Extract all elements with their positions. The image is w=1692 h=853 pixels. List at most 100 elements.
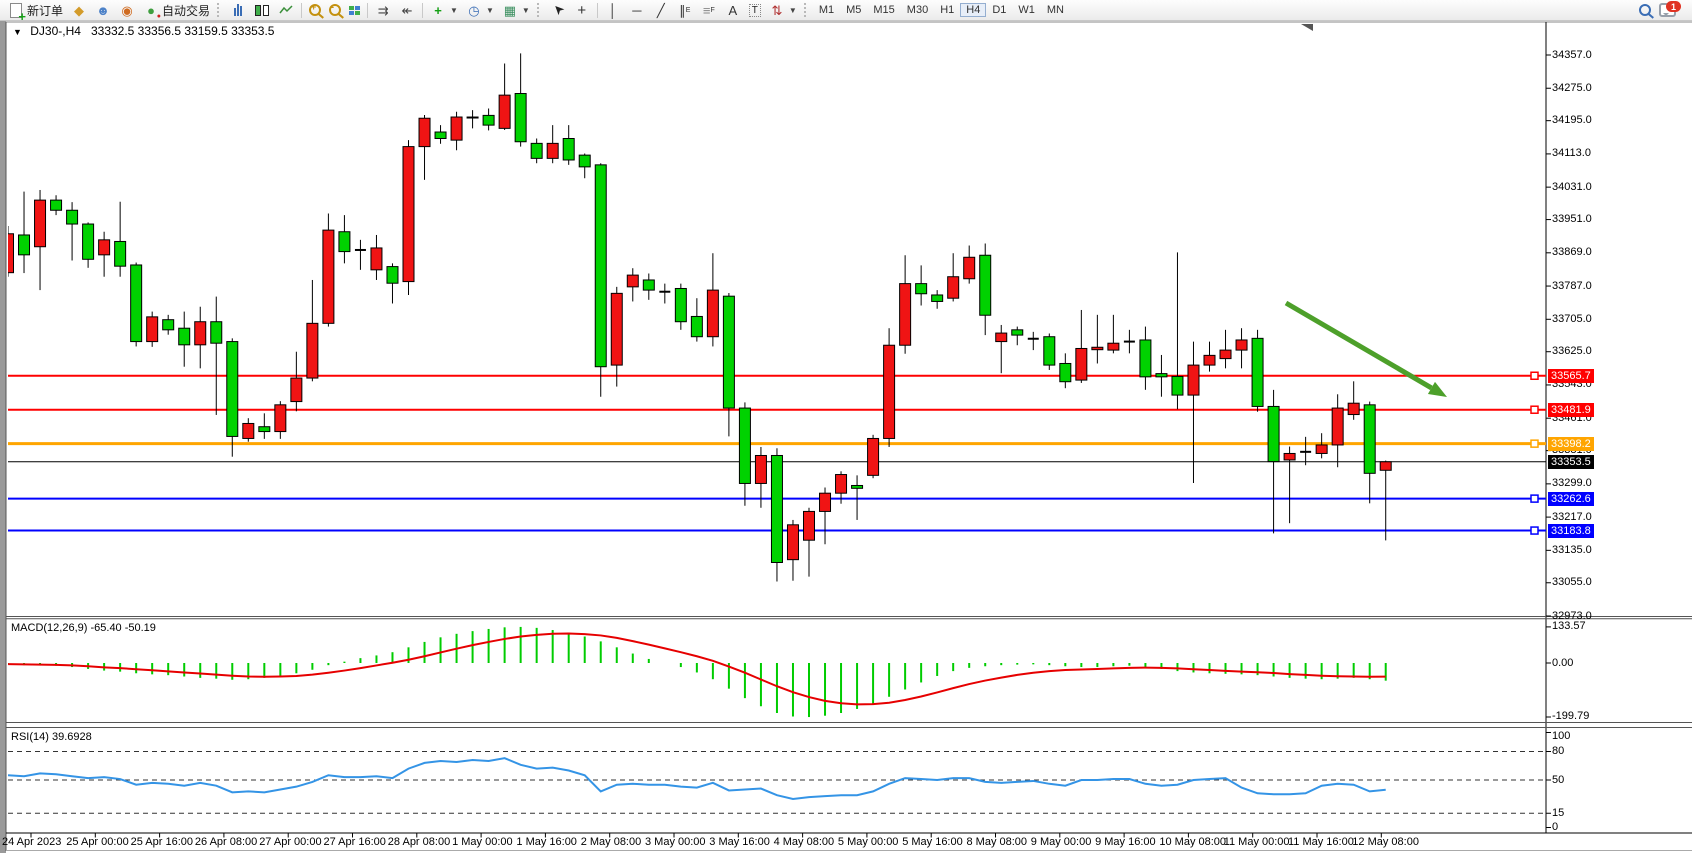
candle-chart-icon — [254, 2, 270, 18]
zoom-out-icon: - — [329, 2, 342, 16]
price-level-tag: 33353.5 — [1548, 454, 1594, 469]
price-level-tag: 33398.2 — [1548, 436, 1594, 451]
autotrade-button[interactable]: ● 自动交易 — [139, 0, 214, 21]
vertical-line-icon: │ — [608, 2, 617, 18]
search-icon — [1639, 4, 1651, 16]
timeframe-m30[interactable]: M30 — [906, 4, 929, 16]
rsi-label: RSI(14) 39.6928 — [11, 731, 92, 743]
time-axis-label: 1 May 16:00 — [516, 836, 577, 848]
timeframe-d1[interactable]: D1 — [992, 4, 1007, 16]
profile-icon: ☻ — [96, 2, 110, 18]
timeframe-m15[interactable]: M15 — [873, 4, 895, 16]
rsi-axis-label: 0 — [1552, 821, 1559, 833]
periods-button[interactable]: ◷ ▼ — [462, 0, 498, 20]
price-axis-label: 34195.0 — [1552, 114, 1592, 127]
vline-tool-button[interactable]: │ — [601, 0, 625, 20]
horizontal-line-icon: ─ — [632, 2, 642, 18]
crosshair-icon: + — [577, 1, 587, 19]
timeframe-mn[interactable]: MN — [1046, 4, 1064, 16]
fibonacci-icon: ≡ F — [702, 2, 715, 18]
zoom-out-button[interactable]: - — [325, 0, 345, 20]
channel-icon: ∥ E — [679, 2, 691, 18]
time-axis-label: 26 Apr 08:00 — [194, 836, 258, 848]
new-order-icon — [8, 2, 26, 23]
chart-ohlc: 33332.5 33356.5 33159.5 33353.5 — [90, 24, 275, 38]
price-level-tag: 33262.6 — [1548, 491, 1594, 506]
notifications-button[interactable]: 1 — [1655, 0, 1681, 20]
toolbar-grip — [536, 3, 543, 17]
chart-shift-button[interactable]: ↞ — [395, 0, 419, 20]
label-tool-button[interactable]: T — [745, 0, 765, 20]
tile-windows-button[interactable] — [345, 0, 364, 20]
time-axis-label: 25 Apr 16:00 — [130, 836, 193, 848]
chevron-down-icon: ▼ — [450, 5, 458, 15]
zoom-in-button[interactable]: + — [305, 0, 325, 20]
trendline-tool-button[interactable]: ╱ — [649, 0, 673, 20]
line-chart-icon — [278, 2, 294, 18]
signals-button[interactable]: ◉ — [115, 0, 139, 20]
price-axis-label: 34113.0 — [1552, 147, 1591, 160]
timeframe-m1[interactable]: M1 — [818, 4, 835, 16]
new-order-label: 新订单 — [27, 3, 64, 18]
cursor-button[interactable]: ➤ — [546, 0, 570, 20]
text-icon: A — [728, 2, 738, 18]
profile-button[interactable]: ☻ — [91, 0, 115, 20]
bar-chart-button[interactable] — [226, 0, 250, 20]
styler-button[interactable]: ◆ — [67, 0, 91, 20]
main-chart-plot-area[interactable] — [8, 23, 1546, 616]
rsi-panel[interactable] — [8, 729, 1546, 830]
clock-icon: ◷ — [468, 2, 480, 18]
crosshair-button[interactable]: + — [570, 0, 594, 20]
channel-tool-button[interactable]: ∥ E — [673, 0, 697, 20]
price-axis-label: 33787.0 — [1552, 279, 1592, 292]
candle-chart-button[interactable] — [250, 0, 274, 20]
time-axis-label: 25 Apr 00:00 — [66, 836, 129, 848]
time-axis-label: 5 May 16:00 — [902, 836, 963, 848]
new-order-button[interactable]: 新订单 — [4, 0, 67, 23]
fibonacci-tool-button[interactable]: ≡ F — [697, 0, 721, 20]
time-axis-label: 9 May 00:00 — [1030, 836, 1092, 848]
indicators-icon: + — [434, 2, 442, 18]
time-axis-label: 10 May 08:00 — [1159, 836, 1227, 848]
bar-chart-icon — [230, 4, 246, 16]
tile-windows-icon — [349, 5, 361, 15]
signal-icon: ◉ — [121, 2, 133, 18]
price-level-tag: 33183.8 — [1548, 523, 1594, 538]
main-toolbar: 新订单 ◆ ☻ ◉ ● 自动交易 + - ⇉ ↞ +▼ ◷▼ ▦▼ ➤ + │ … — [0, 0, 1692, 23]
price-axis-label: 33951.0 — [1552, 213, 1592, 226]
price-axis-label: 34357.0 — [1552, 48, 1592, 61]
timeframe-w1[interactable]: W1 — [1018, 4, 1035, 16]
macd-axis-label: 0.00 — [1552, 656, 1574, 669]
auto-scroll-button[interactable]: ⇉ — [371, 0, 395, 20]
zoom-in-icon: + — [309, 2, 322, 16]
toolbar-separator — [596, 2, 598, 18]
rsi-axis-label: 80 — [1552, 745, 1565, 757]
timeframe-group: M1 M5 M15 M30 H1 H4 D1 W1 MN — [813, 3, 1070, 17]
search-button[interactable] — [1635, 0, 1655, 20]
chevron-down-icon: ▼ — [485, 5, 494, 15]
chart-shift-icon: ↞ — [401, 2, 413, 18]
indicators-button[interactable]: + ▼ — [426, 0, 462, 20]
hline-tool-button[interactable]: ─ — [625, 0, 649, 20]
macd-panel[interactable] — [8, 620, 1546, 722]
timeframe-h4[interactable]: H4 — [960, 3, 987, 17]
chart-title: ▼ DJ30-,H4 33332.5 33356.5 33159.5 33353… — [13, 24, 274, 38]
chat-icon: 1 — [1659, 1, 1681, 17]
price-axis-label: 33869.0 — [1552, 246, 1592, 259]
arrows-tool-button[interactable]: ⇅ ▼ — [765, 0, 801, 20]
time-axis-label: 8 May 08:00 — [966, 836, 1028, 848]
timeframe-m5[interactable]: M5 — [846, 4, 862, 16]
bucket-icon: ◆ — [74, 2, 85, 18]
cursor-icon: ➤ — [548, 0, 567, 20]
line-chart-button[interactable] — [274, 0, 298, 20]
time-axis-label: 11 May 00:00 — [1223, 836, 1290, 848]
symbol-dropdown-icon[interactable]: ▼ — [13, 27, 22, 37]
templates-button[interactable]: ▦ ▼ — [498, 0, 534, 20]
autotrade-label: 自动交易 — [162, 3, 211, 18]
text-tool-button[interactable]: A — [721, 0, 745, 20]
chevron-down-icon: ▼ — [521, 5, 530, 15]
timeframe-h1[interactable]: H1 — [940, 4, 955, 16]
price-level-tag: 33565.7 — [1548, 368, 1594, 383]
auto-scroll-icon: ⇉ — [377, 2, 389, 18]
macd-axis-label: 133.57 — [1552, 620, 1586, 633]
